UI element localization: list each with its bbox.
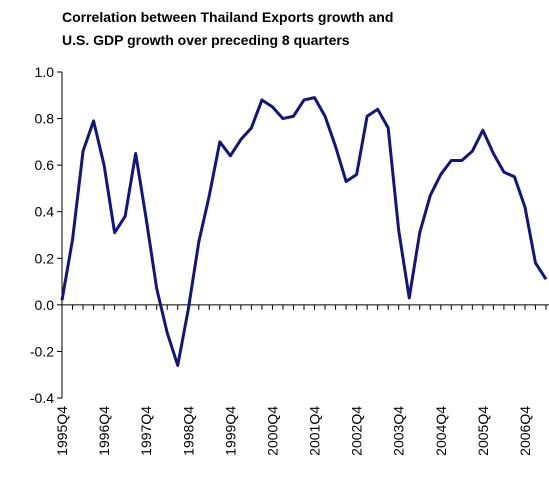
y-tick-label: -0.4: [30, 390, 54, 406]
x-tick-label: 1999Q4: [222, 406, 238, 456]
x-tick-label: 2000Q4: [264, 406, 280, 456]
y-tick-label: 0.2: [35, 250, 55, 266]
chart-title: U.S. GDP growth over preceding 8 quarter…: [62, 32, 350, 48]
y-tick-label: 0.4: [35, 204, 55, 220]
y-tick-label: -0.2: [30, 343, 54, 359]
y-tick-label: 0.0: [35, 297, 55, 313]
x-tick-label: 1998Q4: [180, 406, 196, 456]
chart-title: Correlation between Thailand Exports gro…: [62, 9, 393, 25]
x-tick-label: 1996Q4: [96, 406, 112, 456]
data-line: [60, 96, 548, 367]
x-tick-label: 2002Q4: [349, 406, 365, 456]
x-tick-label: 1997Q4: [138, 406, 154, 456]
y-tick-label: 0.6: [35, 157, 55, 173]
x-tick-label: 2004Q4: [433, 406, 449, 456]
x-tick-label: 2005Q4: [475, 406, 491, 456]
x-tick-label: 2006Q4: [517, 406, 533, 456]
x-tick-label: 2001Q4: [307, 406, 323, 456]
y-tick-label: 0.8: [35, 111, 55, 127]
x-tick-label: 1995Q4: [54, 406, 70, 456]
y-tick-label: 1.0: [35, 64, 55, 80]
x-tick-label: 2003Q4: [391, 406, 407, 456]
